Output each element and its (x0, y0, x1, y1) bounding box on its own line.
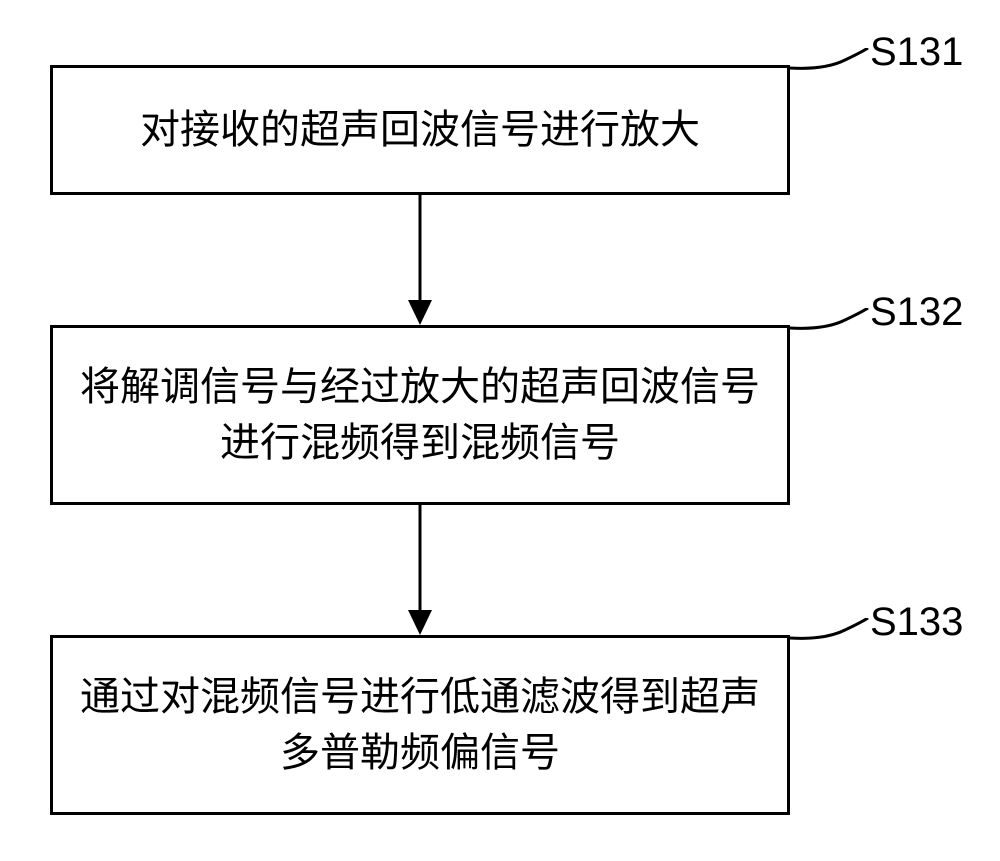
step-text-s132-line2: 进行混频得到混频信号 (220, 420, 620, 465)
step-box-s133: 通过对混频信号进行低通滤波得到超声 多普勒频偏信号 (50, 635, 790, 815)
step-text-s133-line1: 通过对混频信号进行低通滤波得到超声 (80, 674, 760, 719)
step-text-s133: 通过对混频信号进行低通滤波得到超声 多普勒频偏信号 (80, 669, 760, 781)
arrow-1 (400, 195, 440, 330)
step-box-s132: 将解调信号与经过放大的超声回波信号 进行混频得到混频信号 (50, 325, 790, 505)
step-text-s132: 将解调信号与经过放大的超声回波信号 进行混频得到混频信号 (80, 359, 760, 471)
step-box-s131: 对接收的超声回波信号进行放大 (50, 65, 790, 195)
curve-connector-s132 (790, 308, 870, 338)
step-text-s131: 对接收的超声回波信号进行放大 (140, 102, 700, 158)
arrow-2 (400, 505, 440, 640)
step-text-s133-line2: 多普勒频偏信号 (280, 730, 560, 775)
step-text-s132-line1: 将解调信号与经过放大的超声回波信号 (80, 364, 760, 409)
curve-connector-s131 (790, 48, 870, 78)
step-label-s131: S131 (870, 30, 963, 75)
curve-connector-s133 (790, 618, 870, 648)
step-label-s132: S132 (870, 290, 963, 335)
step-label-s133: S133 (870, 600, 963, 645)
